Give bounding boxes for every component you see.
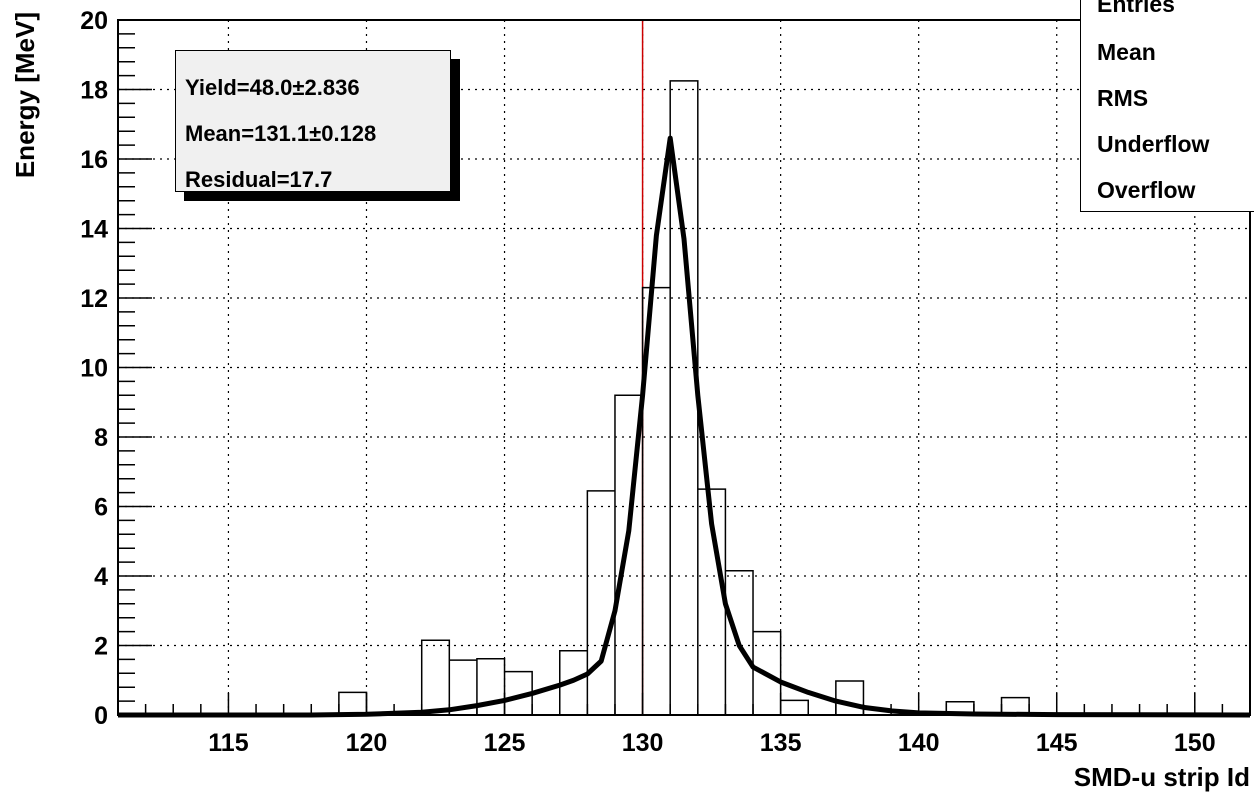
- fit-results-box: Yield=48.0±2.836 Mean=131.1±0.128 Residu…: [175, 50, 451, 192]
- stats-underflow: Underflow: [1097, 131, 1210, 157]
- histogram-bin: [560, 651, 588, 715]
- y-axis-label: Energy [MeV]: [10, 12, 40, 178]
- histogram-bin: [587, 491, 615, 715]
- y-tick-label: 4: [94, 563, 108, 591]
- axes: 115 120 125 130 135 140 145 150 0 2 4 6 8 10 12 14 16 18 2…: [80, 7, 1251, 757]
- stats-entries: Entries: [1097, 0, 1175, 17]
- histogram-bin: [1002, 698, 1030, 715]
- y-tick-label: 12: [80, 285, 108, 313]
- fit-curve: [118, 135, 1251, 718]
- histogram-outline: [118, 80, 1250, 716]
- histogram-bin: [946, 702, 974, 715]
- x-tick-label: 135: [760, 729, 802, 757]
- y-tick-label: 2: [94, 633, 108, 661]
- y-tick-label: 14: [80, 216, 108, 244]
- stats-box: Entries Mean RMS Underflow Overflow: [1080, 0, 1254, 212]
- y-tick-label: 20: [80, 7, 108, 35]
- histogram-bin: [615, 395, 643, 715]
- x-tick-label: 140: [898, 729, 940, 757]
- x-axis-label: SMD-u strip Id: [1074, 762, 1250, 792]
- x-tick-label: 150: [1174, 729, 1216, 757]
- fit-yield: Yield=48.0±2.836: [185, 75, 360, 100]
- y-tick-label: 6: [94, 494, 108, 522]
- histogram-bin: [725, 571, 753, 715]
- x-tick-label: 125: [484, 729, 526, 757]
- fit-residual: Residual=17.7: [185, 167, 333, 192]
- x-tick-label: 120: [346, 729, 388, 757]
- stats-mean: Mean: [1097, 39, 1156, 65]
- y-tick-label: 16: [80, 146, 108, 174]
- y-tick-label: 18: [80, 77, 108, 105]
- histogram-bin: [670, 81, 698, 715]
- histogram-bin: [339, 692, 367, 715]
- histogram-bin: [477, 659, 505, 715]
- x-tick-label: 145: [1036, 729, 1078, 757]
- histogram-bin: [753, 632, 781, 715]
- histogram-bin: [449, 660, 477, 715]
- y-tick-label: 8: [94, 424, 108, 452]
- x-tick-label: 115: [208, 729, 248, 757]
- y-tick-label: 10: [80, 355, 108, 383]
- x-tick-label: 130: [622, 729, 664, 757]
- stats-rms: RMS: [1097, 85, 1149, 111]
- histogram-bin: [836, 681, 864, 715]
- histogram-bin: [698, 489, 726, 715]
- histogram-bin: [505, 672, 533, 715]
- stats-overflow: Overflow: [1097, 177, 1196, 203]
- histogram-bin: [422, 640, 450, 715]
- fit-mean: Mean=131.1±0.128: [185, 121, 377, 146]
- histogram-bin: [781, 700, 809, 715]
- y-tick-label: 0: [94, 702, 108, 730]
- histogram-bin: [643, 288, 671, 715]
